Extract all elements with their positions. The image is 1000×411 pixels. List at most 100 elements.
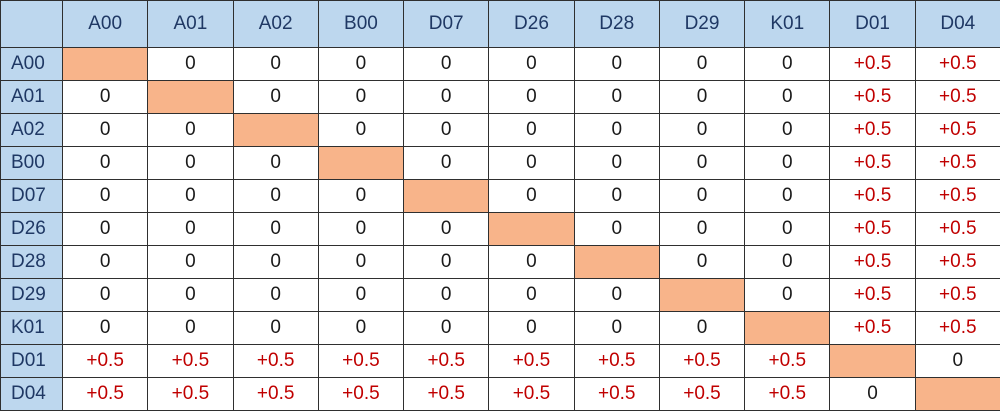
- value-cell: +0.5: [745, 345, 830, 378]
- value-cell: 0: [148, 213, 233, 246]
- value-cell: +0.5: [830, 147, 915, 180]
- value-cell: +0.5: [233, 378, 318, 411]
- diagonal-cell: [63, 48, 148, 81]
- value-cell: +0.5: [63, 378, 148, 411]
- row-header: B00: [1, 147, 63, 180]
- value-cell: 0: [745, 279, 830, 312]
- value-cell: 0: [63, 246, 148, 279]
- value-cell: 0: [404, 114, 489, 147]
- value-cell: +0.5: [830, 246, 915, 279]
- value-cell: 0: [318, 180, 403, 213]
- value-cell: +0.5: [659, 378, 744, 411]
- value-cell: +0.5: [830, 81, 915, 114]
- value-cell: +0.5: [830, 114, 915, 147]
- value-cell: 0: [659, 114, 744, 147]
- value-cell: 0: [574, 81, 659, 114]
- value-cell: 0: [318, 246, 403, 279]
- value-cell: 0: [574, 114, 659, 147]
- value-cell: 0: [745, 180, 830, 213]
- value-cell: 0: [659, 48, 744, 81]
- value-cell: 0: [574, 279, 659, 312]
- value-cell: +0.5: [915, 213, 1000, 246]
- value-cell: 0: [63, 312, 148, 345]
- value-cell: 0: [148, 312, 233, 345]
- value-cell: 0: [148, 48, 233, 81]
- value-cell: 0: [233, 279, 318, 312]
- row-header: D28: [1, 246, 63, 279]
- column-header: D26: [489, 1, 574, 48]
- diagonal-cell: [404, 180, 489, 213]
- value-cell: +0.5: [233, 345, 318, 378]
- diagonal-cell: [915, 378, 1000, 411]
- row-header: A00: [1, 48, 63, 81]
- value-cell: 0: [489, 279, 574, 312]
- column-header: D28: [574, 1, 659, 48]
- value-cell: 0: [574, 180, 659, 213]
- value-cell: 0: [745, 114, 830, 147]
- value-cell: +0.5: [915, 180, 1000, 213]
- value-cell: +0.5: [745, 378, 830, 411]
- diagonal-cell: [489, 213, 574, 246]
- value-cell: +0.5: [915, 246, 1000, 279]
- diagonal-cell: [148, 81, 233, 114]
- column-header: A02: [233, 1, 318, 48]
- value-cell: 0: [63, 213, 148, 246]
- value-cell: +0.5: [830, 180, 915, 213]
- value-cell: +0.5: [915, 312, 1000, 345]
- value-cell: +0.5: [489, 378, 574, 411]
- column-header: A00: [63, 1, 148, 48]
- value-cell: 0: [489, 48, 574, 81]
- column-header: D29: [659, 1, 744, 48]
- value-cell: +0.5: [659, 345, 744, 378]
- value-cell: 0: [574, 312, 659, 345]
- value-cell: +0.5: [489, 345, 574, 378]
- column-header: D07: [404, 1, 489, 48]
- column-header: D04: [915, 1, 1000, 48]
- value-cell: 0: [233, 147, 318, 180]
- value-cell: 0: [574, 213, 659, 246]
- value-cell: 0: [233, 246, 318, 279]
- diagonal-cell: [574, 246, 659, 279]
- value-cell: 0: [148, 147, 233, 180]
- value-cell: 0: [745, 246, 830, 279]
- row-header: D07: [1, 180, 63, 213]
- value-cell: 0: [915, 345, 1000, 378]
- value-cell: 0: [404, 213, 489, 246]
- value-cell: 0: [148, 246, 233, 279]
- value-cell: 0: [318, 213, 403, 246]
- value-cell: 0: [830, 378, 915, 411]
- column-header: D01: [830, 1, 915, 48]
- value-cell: 0: [318, 312, 403, 345]
- diagonal-cell: [659, 279, 744, 312]
- value-cell: +0.5: [148, 345, 233, 378]
- value-cell: 0: [404, 279, 489, 312]
- value-cell: +0.5: [915, 279, 1000, 312]
- value-cell: 0: [745, 81, 830, 114]
- row-header: A02: [1, 114, 63, 147]
- value-cell: +0.5: [404, 378, 489, 411]
- value-cell: 0: [659, 246, 744, 279]
- value-cell: 0: [233, 312, 318, 345]
- value-cell: 0: [489, 312, 574, 345]
- corner-cell: [1, 1, 63, 48]
- value-cell: 0: [404, 81, 489, 114]
- value-cell: +0.5: [148, 378, 233, 411]
- value-cell: +0.5: [830, 213, 915, 246]
- value-cell: 0: [745, 213, 830, 246]
- value-cell: 0: [233, 48, 318, 81]
- value-cell: 0: [404, 312, 489, 345]
- value-cell: 0: [659, 147, 744, 180]
- column-header: A01: [148, 1, 233, 48]
- diagonal-cell: [745, 312, 830, 345]
- value-cell: 0: [489, 246, 574, 279]
- value-cell: +0.5: [404, 345, 489, 378]
